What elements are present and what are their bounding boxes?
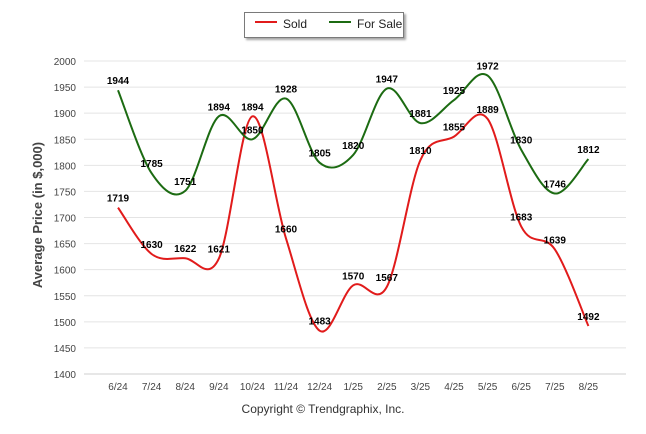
data-label-sold: 1894: [241, 102, 264, 113]
data-label-for-sale: 1746: [544, 180, 567, 191]
x-tick-label: 12/24: [307, 382, 332, 393]
legend: Sold For Sale: [244, 12, 404, 38]
data-label-sold: 1683: [510, 212, 533, 223]
legend-label-for-sale: For Sale: [357, 17, 403, 31]
data-label-for-sale: 1850: [241, 125, 264, 136]
y-tick-label: 1550: [54, 292, 77, 303]
x-tick-label: 6/25: [511, 382, 531, 393]
x-tick-label: 9/24: [209, 382, 229, 393]
data-label-for-sale: 1820: [342, 141, 365, 152]
data-label-for-sale: 1751: [174, 177, 197, 188]
x-tick-label: 5/25: [478, 382, 498, 393]
data-label-sold: 1639: [544, 235, 567, 246]
y-tick-label: 1800: [54, 161, 77, 172]
data-label-sold: 1855: [443, 123, 466, 134]
data-label-for-sale: 1894: [208, 102, 231, 113]
data-label-sold: 1567: [376, 273, 399, 284]
x-tick-label: 8/25: [579, 382, 599, 393]
y-tick-label: 1750: [54, 187, 77, 198]
legend-swatch-sold: [255, 21, 277, 23]
y-tick-label: 1600: [54, 266, 77, 277]
data-label-sold: 1630: [140, 240, 163, 251]
data-label-sold: 1810: [409, 146, 432, 157]
data-label-for-sale: 1785: [140, 159, 163, 170]
data-label-for-sale: 1925: [443, 86, 466, 97]
y-tick-label: 1500: [54, 318, 77, 329]
data-label-for-sale: 1805: [308, 149, 331, 160]
series-lines: [117, 72, 590, 333]
data-label-sold: 1483: [308, 317, 331, 328]
y-tick-label: 1450: [54, 344, 77, 355]
data-label-for-sale: 1881: [409, 109, 432, 120]
data-label-for-sale: 1812: [577, 145, 600, 156]
data-label-sold: 1719: [107, 194, 130, 205]
y-tick-label: 2000: [54, 57, 77, 68]
data-label-sold: 1621: [208, 245, 231, 256]
y-tick-label: 1850: [54, 135, 77, 146]
x-tick-label: 1/25: [343, 382, 363, 393]
series-line-for-sale: [117, 72, 590, 196]
x-tick-label: 11/24: [274, 382, 299, 393]
data-label-for-sale: 1972: [476, 62, 499, 73]
data-label-sold: 1660: [275, 224, 298, 235]
data-label-for-sale: 1947: [376, 75, 399, 86]
y-axis-ticks: 1400 1450 1500 1550 1600 1650 1700 1750 1800 1850…: [54, 57, 77, 381]
y-tick-label: 1950: [54, 83, 77, 94]
copyright-text: Copyright © Trendgraphix, Inc.: [241, 402, 405, 416]
series-line-sold: [117, 113, 590, 333]
y-axis-label: Average Price (in $,000): [30, 142, 45, 288]
y-tick-label: 1400: [54, 370, 77, 381]
y-tick-label: 1650: [54, 240, 77, 251]
x-tick-label: 3/25: [411, 382, 431, 393]
data-label-for-sale: 1944: [107, 76, 130, 87]
grid-lines: [84, 60, 626, 375]
legend-swatch-for-sale: [329, 21, 351, 23]
x-tick-label: 4/25: [444, 382, 464, 393]
x-tick-label: 10/24: [240, 382, 265, 393]
data-label-sold: 1492: [577, 312, 600, 323]
data-label-sold: 1889: [476, 105, 499, 116]
data-labels: 1719 1630 1622 1621 1894 1660 1483 1570 1567 1810…: [107, 62, 600, 328]
legend-label-sold: Sold: [283, 17, 308, 31]
y-tick-label: 1900: [54, 109, 77, 120]
x-tick-label: 8/24: [175, 382, 195, 393]
x-tick-label: 2/25: [377, 382, 397, 393]
x-tick-label: 6/24: [108, 382, 128, 393]
data-label-sold: 1570: [342, 271, 365, 282]
y-tick-label: 1700: [54, 214, 77, 225]
data-label-for-sale: 1928: [275, 85, 298, 96]
x-tick-label: 7/25: [545, 382, 565, 393]
x-tick-label: 7/24: [142, 382, 162, 393]
data-label-for-sale: 1830: [510, 136, 533, 147]
x-axis-ticks: 6/24 7/24 8/24 9/24 10/24 11/24 12/24 1/25 2/25 3…: [108, 382, 598, 393]
data-label-sold: 1622: [174, 244, 197, 255]
